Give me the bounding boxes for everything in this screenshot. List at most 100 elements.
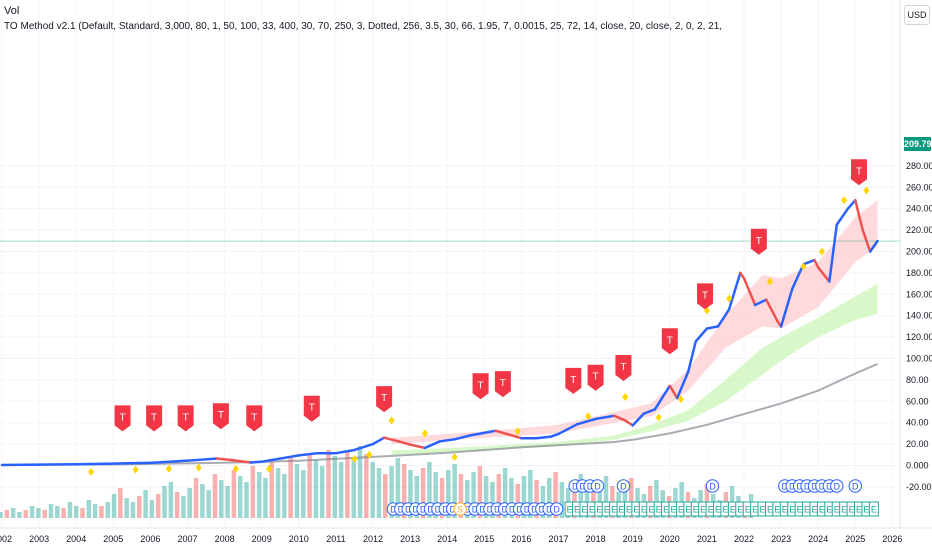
- price-segment: [779, 287, 794, 328]
- signal-marker: T: [376, 386, 393, 413]
- price-segment: [790, 263, 805, 291]
- price-segment: [575, 417, 597, 426]
- volume-bar: [288, 458, 293, 518]
- lower-e-label: E: [856, 505, 862, 515]
- volume-bar: [263, 478, 268, 518]
- signal-label: T: [381, 393, 387, 404]
- lower-e-label: E: [737, 505, 743, 515]
- volume-bar: [408, 470, 413, 518]
- x-tick-label: 2014: [437, 534, 457, 544]
- signal-label: T: [593, 372, 599, 383]
- upper-d-badge-label: D: [811, 482, 818, 492]
- lower-e-label: E: [849, 505, 855, 515]
- lower-d-badge-label: D: [479, 505, 486, 515]
- lower-d-badge-label: D: [405, 505, 412, 515]
- upper-d-badge-label: D: [826, 482, 833, 492]
- volume-bar: [250, 466, 256, 518]
- star-marker: [726, 294, 733, 303]
- volume-bar: [490, 482, 495, 518]
- price-segment: [334, 448, 356, 455]
- price-segment: [534, 435, 553, 440]
- x-tick-label: 2011: [326, 534, 345, 544]
- price-segment: [694, 327, 709, 343]
- lower-e-label: E: [685, 505, 691, 515]
- volume-bar: [471, 472, 476, 518]
- price-segment: [687, 340, 698, 373]
- star-marker: [766, 277, 773, 286]
- currency-button[interactable]: USD: [904, 5, 930, 25]
- volume-bar: [187, 488, 192, 518]
- price-segment: [215, 457, 234, 462]
- star-marker: [514, 427, 521, 436]
- y-tick-label: 140.00: [906, 311, 932, 321]
- upper-d-badge-label: D: [834, 482, 841, 492]
- volume-bar: [29, 506, 35, 518]
- upper-d-badge-label: D: [789, 482, 796, 492]
- star-marker: [421, 429, 428, 438]
- volume-bar: [546, 478, 552, 518]
- volume-bar: [225, 486, 230, 518]
- indicator-legend-label[interactable]: TO Method v2.1 (Default, Standard, 3,000…: [4, 21, 724, 32]
- y-tick-label: 200.00: [906, 247, 932, 257]
- signal-label: T: [856, 166, 862, 177]
- volume-bar: [155, 494, 161, 518]
- volume-bar: [111, 494, 117, 518]
- volume-bar: [55, 506, 60, 518]
- price-segment: [371, 436, 386, 446]
- x-tick-label: 2003: [29, 534, 49, 544]
- y-tick-label: 280.00: [906, 161, 932, 171]
- lower-e-label: E: [871, 505, 877, 515]
- lower-e-label: E: [633, 505, 639, 515]
- volume-bar: [559, 482, 565, 518]
- lower-s-badge: S: [453, 502, 467, 516]
- star-marker: [366, 450, 373, 459]
- volume-bar: [572, 480, 577, 518]
- price-segment: [828, 223, 838, 283]
- lower-e-label: E: [804, 505, 810, 515]
- x-tick-label: 2009: [252, 534, 272, 544]
- volume-bar: [17, 512, 22, 518]
- volume-bar: [219, 480, 224, 518]
- y-tick-label: 260.00: [906, 182, 932, 192]
- price-segment: [149, 459, 189, 465]
- lower-e-label: E: [671, 505, 677, 515]
- volume-bar: [23, 510, 29, 518]
- signal-marker: T: [661, 328, 678, 355]
- volume-bar: [282, 474, 287, 518]
- signal-marker: T: [146, 405, 163, 432]
- volume-legend-label[interactable]: Vol: [4, 5, 20, 17]
- price-segment: [846, 198, 857, 210]
- x-tick-label: 2006: [140, 534, 160, 544]
- lower-d-badge-label: D: [412, 505, 419, 515]
- x-tick-label: 2015: [474, 534, 494, 544]
- signal-flag: [661, 328, 678, 355]
- volume-bar: [376, 468, 382, 518]
- signal-marker: T: [212, 403, 229, 430]
- upper-d-badge-label: D: [709, 482, 716, 492]
- signal-label: T: [570, 375, 576, 386]
- volume-bar: [540, 486, 546, 518]
- lower-d-badge-label: D: [464, 505, 471, 515]
- volume-bar: [515, 484, 520, 518]
- volume-bar: [256, 472, 262, 518]
- signal-flag: [697, 283, 714, 310]
- signal-marker: T: [303, 395, 320, 422]
- volume-bar: [477, 466, 483, 518]
- lower-e-label: E: [782, 505, 788, 515]
- upper-d-badge-label: D: [782, 482, 789, 492]
- y-tick-label: 100.00: [906, 354, 932, 364]
- star-marker: [800, 262, 807, 271]
- upper-d-badge-label: D: [594, 482, 601, 492]
- price-segment: [279, 454, 301, 460]
- lower-d-badge-label: D: [420, 505, 427, 515]
- signal-marker: T: [750, 228, 767, 255]
- signal-flag: [587, 364, 604, 391]
- volume-bar: [61, 508, 66, 518]
- y-tick-label: 0.000: [906, 461, 929, 471]
- price-segment: [835, 207, 850, 226]
- volume-bar: [389, 466, 394, 518]
- price-segment: [397, 440, 412, 446]
- lower-d-badge: D: [549, 502, 564, 516]
- signal-marker: T: [615, 355, 632, 382]
